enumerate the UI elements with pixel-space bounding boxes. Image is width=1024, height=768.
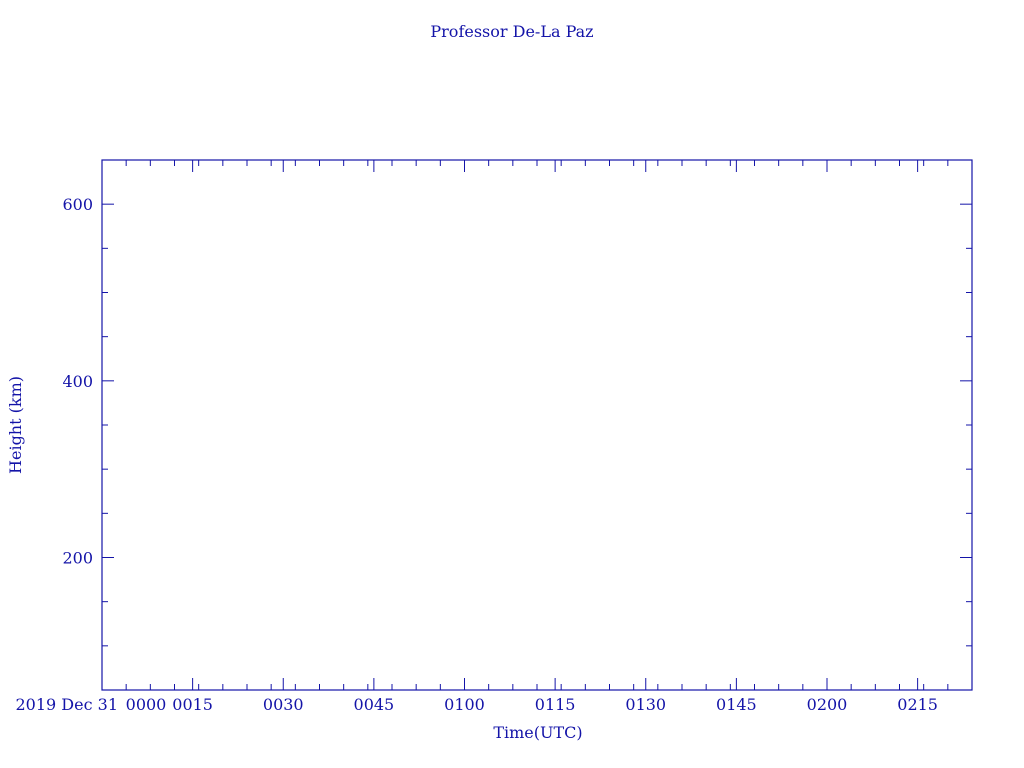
x-tick-label: 0000 <box>126 695 167 714</box>
chart-title: Professor De-La Paz <box>430 22 593 41</box>
y-tick-label: 200 <box>62 549 93 568</box>
x-tick-label: 0115 <box>535 695 576 714</box>
date-label: 2019 Dec 31 <box>15 695 118 714</box>
x-tick-label: 0045 <box>354 695 395 714</box>
y-tick-label: 600 <box>62 195 93 214</box>
x-tick-label: 0030 <box>263 695 304 714</box>
y-tick-label: 400 <box>62 372 93 391</box>
x-tick-label: 0145 <box>716 695 757 714</box>
y-axis-label: Height (km) <box>6 376 25 474</box>
x-tick-label: 0200 <box>807 695 848 714</box>
x-tick-labels: 0000 0015 0030 0045 0100 0115 0130 0145 0200 0215 <box>126 695 938 714</box>
x-tick-label: 0100 <box>444 695 485 714</box>
x-tick-label: 0215 <box>897 695 938 714</box>
plot-frame <box>101 159 973 691</box>
axis-ticks <box>102 159 972 690</box>
y-tick-labels: 200 400 600 <box>62 195 93 567</box>
x-axis-label: Time(UTC) <box>493 723 582 742</box>
x-tick-label: 0015 <box>172 695 213 714</box>
x-tick-label: 0130 <box>625 695 666 714</box>
